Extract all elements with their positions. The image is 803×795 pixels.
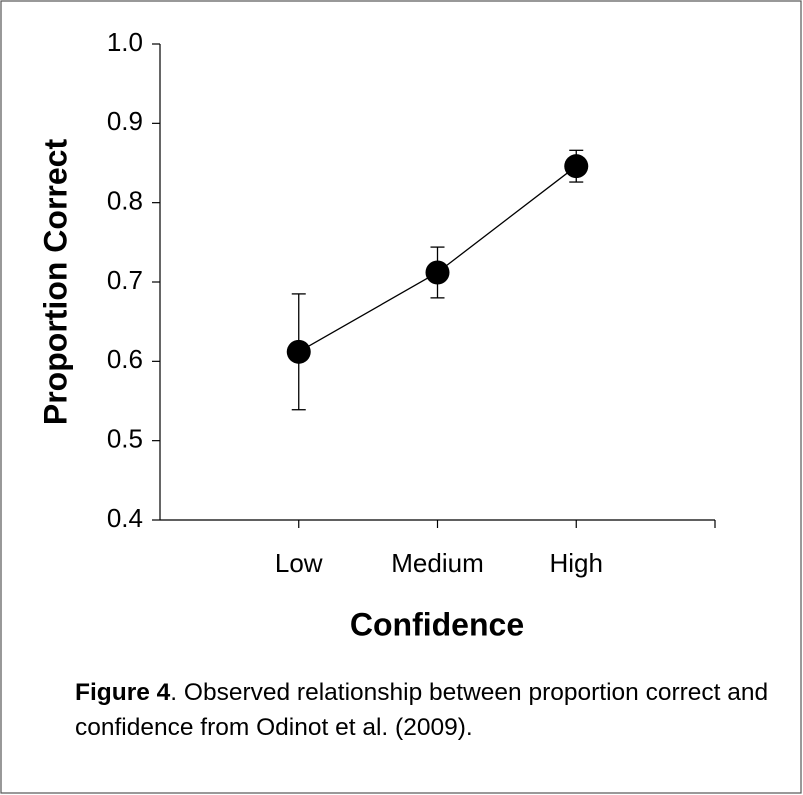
caption: Figure 4. Observed relationship between …: [75, 675, 775, 745]
x-tick-label: Medium: [391, 548, 483, 578]
caption-text: . Observed relationship between proporti…: [75, 679, 769, 741]
y-tick-label: 0.7: [107, 265, 143, 295]
y-tick-label: 0.6: [107, 344, 143, 374]
point: [286, 339, 311, 364]
y-axis-label: Proportion Correct: [37, 139, 73, 426]
point: [425, 260, 450, 285]
x-axis-label: Confidence: [350, 606, 524, 642]
y-tick-label: 0.5: [107, 424, 143, 454]
x-tick-label: Low: [275, 548, 323, 578]
y-tick-label: 0.4: [107, 503, 143, 533]
y-tick-label: 0.8: [107, 186, 143, 216]
y-tick-label: 0.9: [107, 106, 143, 136]
point: [564, 154, 589, 179]
caption-label: Figure 4: [75, 679, 171, 706]
x-tick-label: High: [550, 548, 603, 578]
y-tick-label: 1.0: [107, 27, 143, 57]
